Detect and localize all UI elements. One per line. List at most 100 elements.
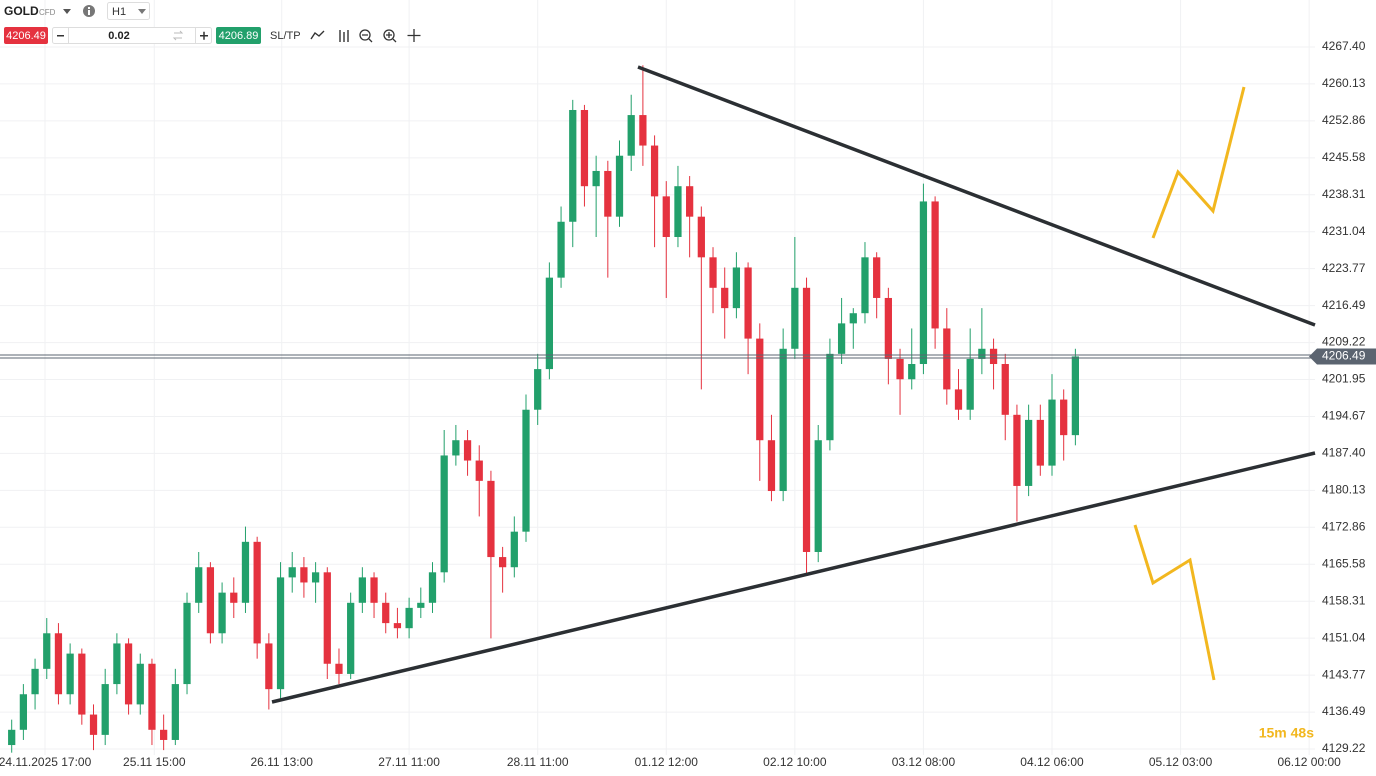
y-tick-label: 4201.95 <box>1322 372 1366 386</box>
candle-body <box>861 257 869 314</box>
candle-body <box>160 729 168 740</box>
candle-body <box>534 369 542 410</box>
crosshair-tool[interactable] <box>407 29 421 42</box>
volume-minus[interactable] <box>57 35 64 37</box>
candle-body <box>721 287 729 309</box>
candle-body <box>405 607 413 629</box>
candle-body <box>66 653 74 695</box>
candle-body <box>744 267 752 339</box>
bid-price: 4206.49 <box>6 30 46 42</box>
candle-body <box>557 221 565 278</box>
candle-body <box>837 323 846 354</box>
candle-body <box>31 668 39 695</box>
x-tick-label: 25.11 15:00 <box>123 755 186 769</box>
x-tick-label: 04.12 06:00 <box>1020 755 1084 769</box>
y-tick-label: 4151.04 <box>1322 630 1366 644</box>
price-tag <box>1309 348 1376 365</box>
candle-body <box>943 328 951 390</box>
grid <box>0 0 1315 755</box>
candle-body <box>43 633 51 669</box>
zoom-in-glyph <box>386 32 397 43</box>
candle-body <box>206 567 215 634</box>
candle-body <box>954 389 963 410</box>
timeframe: H1 <box>112 6 126 18</box>
zoom-out-glyph <box>362 34 373 43</box>
swap-icon[interactable] <box>172 30 184 41</box>
y-tick-label: 4223.77 <box>1322 261 1366 275</box>
candle-body <box>767 440 776 492</box>
y-tick-label: 4165.58 <box>1322 556 1366 570</box>
y-tick-label: 4187.40 <box>1322 446 1366 460</box>
candle-body <box>580 109 589 187</box>
x-tick-label: 02.12 10:00 <box>763 755 827 769</box>
y-tick-label: 4136.49 <box>1322 704 1366 718</box>
candle-body <box>1036 419 1044 466</box>
instrument-type: CFD <box>39 8 56 17</box>
candle-body <box>978 348 986 359</box>
y-tick-label: 4180.13 <box>1322 483 1366 497</box>
candle-body <box>89 714 98 735</box>
trend-line <box>271 451 1316 704</box>
candle-body <box>510 531 518 568</box>
candle-body <box>335 663 343 674</box>
candle-body <box>639 115 647 146</box>
x-tick-label: 06.12 00:00 <box>1277 755 1341 769</box>
x-tick-label: 27.11 11:00 <box>378 755 440 769</box>
zigzag-up <box>1151 86 1246 239</box>
candle-body <box>136 663 144 705</box>
candle-body <box>931 201 939 329</box>
candle-body <box>791 287 799 349</box>
candle-body <box>919 201 928 365</box>
y-tick-label: 4172.86 <box>1322 519 1366 533</box>
candle-body <box>1024 419 1033 486</box>
candle-body <box>697 216 705 258</box>
candle-body <box>756 338 764 441</box>
candle-body <box>1048 399 1056 466</box>
x-tick-label: 28.11 11:00 <box>507 755 569 769</box>
candle-body <box>662 196 670 238</box>
toolbar: GOLD CFD H1 4206.49 0.02 4206.89 SL/TP <box>4 2 421 44</box>
candle-body <box>604 170 612 217</box>
y-tick-label: 4260.13 <box>1322 76 1366 90</box>
y-tick-label: 4194.67 <box>1322 409 1366 423</box>
candle-body <box>873 257 881 298</box>
candle-body <box>989 348 998 365</box>
candle-body <box>826 353 834 441</box>
y-tick-label: 4238.31 <box>1322 187 1366 201</box>
candle-body <box>849 313 857 324</box>
sell-button[interactable] <box>4 27 48 44</box>
candle-body <box>709 257 717 288</box>
sltp-button[interactable]: SL/TP <box>270 30 301 42</box>
y-tick-label: 4158.31 <box>1322 593 1366 607</box>
line-tool[interactable] <box>310 30 325 40</box>
zoom-in[interactable] <box>383 29 395 41</box>
candle-body <box>382 602 390 624</box>
y-tick-label: 4231.04 <box>1322 224 1366 238</box>
candle-body <box>802 287 811 552</box>
zoom-out[interactable] <box>359 29 371 41</box>
buy-button[interactable] <box>216 27 261 44</box>
candle-body <box>1013 414 1021 486</box>
symbol-dropdown[interactable] <box>63 9 71 14</box>
candle-body <box>148 663 156 730</box>
candle-body <box>113 643 121 685</box>
candle-body <box>265 643 273 690</box>
candle-tool[interactable] <box>339 30 349 42</box>
candle-body <box>522 409 530 532</box>
candle-body <box>452 440 460 456</box>
candle-body <box>347 602 355 674</box>
candle-body <box>417 602 425 608</box>
candle-body <box>288 567 296 578</box>
candle-body <box>311 572 320 583</box>
candle-body <box>779 348 787 492</box>
info-glyph <box>88 7 90 9</box>
timeframe-select[interactable] <box>107 2 150 20</box>
candle-body <box>487 480 495 558</box>
candle-body <box>230 592 238 603</box>
info-glyph <box>88 10 90 15</box>
candle-body <box>8 729 16 746</box>
y-tick-label: 4209.22 <box>1322 335 1366 349</box>
candle-body <box>545 277 554 370</box>
y-tick-label: 4216.49 <box>1322 298 1366 312</box>
x-tick-label: 05.12 03:00 <box>1149 755 1213 769</box>
